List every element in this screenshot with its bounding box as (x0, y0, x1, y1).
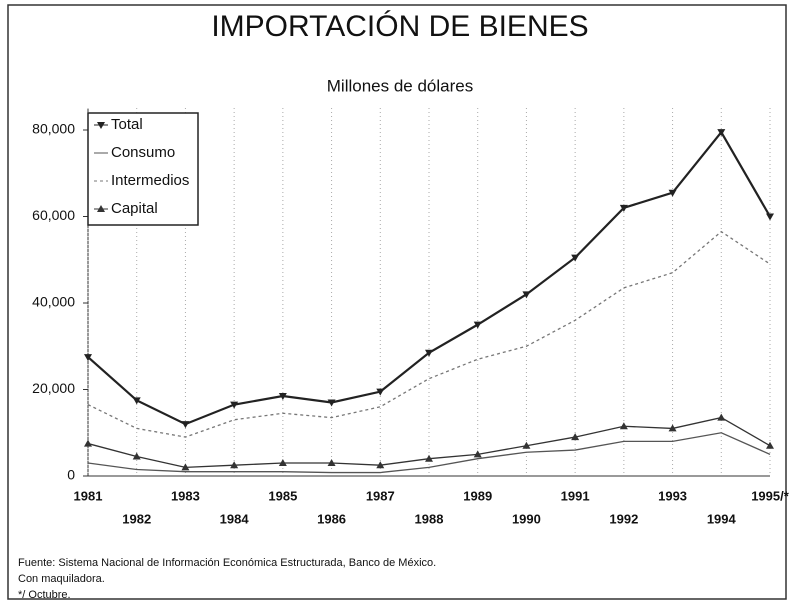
marker (327, 399, 336, 407)
marker (766, 213, 774, 221)
x-tick-label: 1995/* (751, 488, 790, 503)
marker (278, 459, 287, 467)
marker (230, 401, 239, 409)
y-tick-label: 20,000 (32, 380, 75, 396)
marker (181, 421, 190, 429)
chart-subtitle: Millones de dólares (327, 76, 473, 95)
marker (619, 422, 628, 430)
y-tick-label: 40,000 (32, 294, 75, 310)
x-tick-label: 1990 (512, 511, 541, 526)
marker (181, 463, 190, 471)
x-tick-label: 1991 (561, 488, 590, 503)
marker (376, 461, 385, 469)
marker (473, 450, 482, 458)
footnote: */ Octubre. (18, 589, 71, 601)
y-tick-label: 0 (67, 467, 75, 483)
marker (766, 441, 774, 449)
marker (717, 413, 726, 421)
marker (522, 291, 531, 299)
marker (619, 204, 628, 212)
x-tick-label: 1992 (609, 511, 638, 526)
marker (425, 454, 433, 462)
marker (717, 129, 726, 137)
x-tick-label: 1985 (268, 488, 297, 503)
legend-label: Consumo (111, 144, 175, 161)
legend-label: Total (111, 116, 143, 133)
x-tick-label: 1988 (415, 511, 444, 526)
marker (278, 392, 287, 400)
marker (84, 439, 92, 447)
footnote: Fuente: Sistema Nacional de Información … (18, 557, 436, 569)
marker (84, 354, 92, 362)
marker (132, 452, 141, 460)
x-tick-label: 1993 (658, 488, 687, 503)
marker (668, 424, 677, 432)
y-tick-label: 80,000 (32, 121, 75, 137)
series-line (87, 230, 771, 438)
marker (473, 321, 482, 329)
y-tick-label: 60,000 (32, 207, 75, 223)
marker (327, 459, 336, 467)
marker (425, 349, 433, 357)
marker (376, 388, 385, 396)
x-tick-label: 1981 (74, 488, 103, 503)
x-tick-label: 1994 (707, 511, 737, 526)
marker (571, 433, 580, 441)
footnote: Con maquiladora. (18, 573, 105, 585)
x-tick-label: 1983 (171, 488, 200, 503)
x-tick-label: 1987 (366, 488, 395, 503)
series-line (87, 432, 771, 474)
legend-label: Intermedios (111, 172, 189, 189)
marker (97, 122, 105, 129)
frame (7, 4, 787, 600)
marker (522, 441, 531, 449)
marker (230, 461, 239, 469)
x-tick-label: 1989 (463, 488, 492, 503)
legend-label: Capital (111, 200, 158, 217)
x-tick-label: 1982 (122, 511, 151, 526)
marker (668, 189, 677, 197)
marker (132, 397, 141, 405)
x-tick-label: 1986 (317, 511, 346, 526)
marker (97, 205, 105, 212)
marker (571, 254, 580, 262)
legend-box (87, 112, 199, 226)
chart-title: IMPORTACIÓN DE BIENES (211, 10, 588, 43)
x-tick-label: 1984 (220, 511, 250, 526)
